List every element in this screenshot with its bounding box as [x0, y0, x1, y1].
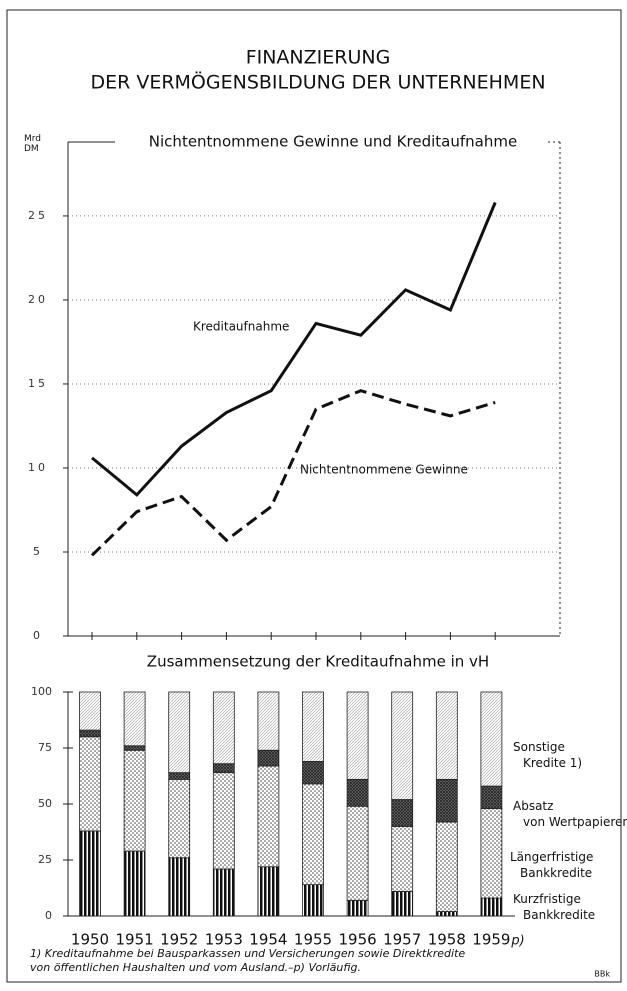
bar-segment	[480, 691, 503, 787]
bar-segment	[257, 749, 280, 767]
x-tick-label: 1959	[472, 931, 510, 949]
series-line	[90, 389, 496, 557]
bar-segment	[302, 761, 324, 785]
legend-label: Längerfristige Bankkredite	[510, 850, 597, 880]
bar-segment	[212, 691, 235, 765]
series-label: Nichtentnommene Gewinne	[300, 463, 468, 477]
legend-label: Absatz von Wertpapieren	[513, 799, 627, 829]
bar-segment	[435, 911, 458, 917]
legend-label: Kurzfristige Bankkredite	[513, 892, 595, 922]
y-tick-label: 0	[33, 629, 43, 642]
y-tick-label: 10	[28, 461, 48, 474]
series-line	[91, 201, 497, 497]
y-tick-label: 25	[28, 209, 48, 222]
y-tick-label: 50	[38, 797, 52, 810]
footnote: 1) Kreditaufnahme bei Bausparkassen und …	[30, 947, 465, 960]
bar-segment	[302, 691, 324, 762]
bar-segment	[123, 691, 146, 747]
bar-segment	[391, 691, 414, 800]
bar-segment	[257, 765, 280, 868]
category-note: p)	[510, 934, 524, 949]
bar-segment	[480, 785, 503, 809]
bar-segment	[212, 868, 235, 917]
page-title: DER VERMÖGENSBILDUNG DER UNTERNEHMEN	[90, 71, 545, 94]
bar-segment	[480, 808, 503, 899]
bar-segment	[435, 821, 458, 912]
bar-segment	[168, 778, 191, 859]
bar-segment	[257, 866, 280, 917]
y-tick-label: 0	[45, 909, 52, 922]
bar-segment	[79, 736, 101, 832]
bar-segment	[346, 805, 369, 901]
bar-segment	[168, 691, 191, 774]
bar-segment	[435, 778, 458, 823]
x-tick-label: 1950	[71, 931, 109, 949]
y-tick-label: 20	[28, 293, 48, 306]
chart-title: Zusammensetzung der Kreditaufnahme in vH	[147, 653, 489, 671]
bar-segment	[346, 778, 369, 807]
bar-segment	[302, 783, 324, 886]
bar-segment	[123, 850, 146, 917]
credit: BBk	[594, 970, 610, 979]
bar-segment	[346, 899, 369, 917]
y-tick-label: 75	[38, 741, 52, 754]
y-tick-label: 5	[33, 545, 43, 558]
x-tick-label: 1954	[249, 931, 287, 949]
bar-segment	[168, 857, 191, 917]
bar-segment	[79, 729, 101, 738]
bar-segment	[123, 749, 146, 852]
bar-segment	[346, 691, 369, 780]
bar-segment	[391, 826, 414, 892]
bar-segment	[257, 691, 280, 751]
y-axis-label: Mrd DM	[24, 134, 44, 154]
y-tick-label: 25	[38, 853, 52, 866]
x-tick-label: 1955	[294, 931, 332, 949]
x-tick-label: 1957	[383, 931, 421, 949]
frame	[6, 9, 622, 983]
bar-segment	[79, 830, 101, 917]
bar-segment	[212, 763, 235, 774]
bar-segment	[212, 772, 235, 870]
y-tick-label: 100	[31, 685, 52, 698]
page-title: FINANZIERUNG	[246, 47, 391, 69]
bar-segment	[168, 772, 191, 780]
bar-segment	[302, 884, 324, 917]
bar-segment	[79, 691, 101, 731]
x-tick-label: 1952	[160, 931, 198, 949]
x-tick-label: 1951	[116, 931, 154, 949]
bar-segment	[123, 745, 146, 751]
legend-label: Sonstige Kredite 1)	[513, 740, 582, 770]
series-label: Kreditaufnahme	[193, 320, 289, 334]
bar-segment	[391, 890, 414, 917]
bar-segment	[435, 691, 458, 780]
bar-segment	[480, 897, 503, 917]
y-tick-label: 15	[28, 377, 48, 390]
footnote: von öffentlichen Haushalten und vom Ausl…	[30, 961, 361, 974]
x-tick-label: 1956	[339, 931, 377, 949]
chart-title: Nichtentnommene Gewinne und Kreditaufnah…	[149, 133, 517, 151]
x-tick-label: 1953	[205, 931, 243, 949]
bar-segment	[391, 799, 414, 827]
x-tick-label: 1958	[428, 931, 466, 949]
